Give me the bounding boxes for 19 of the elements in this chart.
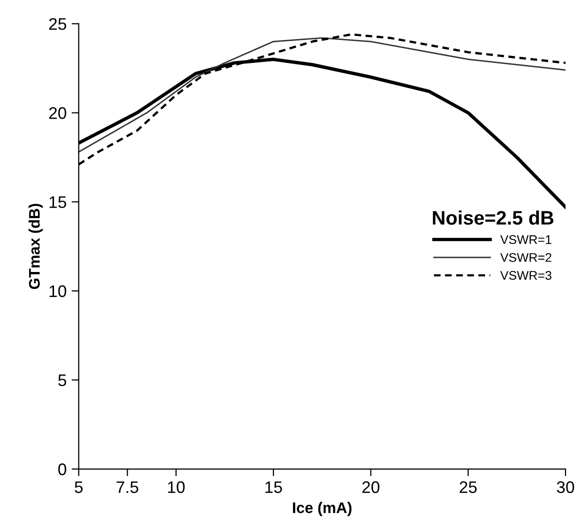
y-tick-label: 15 [50, 196, 66, 208]
y-tick-label: 0 [58, 463, 66, 476]
y-tick-label: 25 [49, 18, 66, 30]
y-tick-label: 5 [58, 374, 66, 386]
x-tick-label: 15 [265, 481, 282, 494]
legend-label: VSWR=3 [500, 270, 552, 280]
x-tick-label: 25 [460, 481, 477, 494]
legend-label: VSWR=2 [500, 253, 552, 262]
x-tick-label: 7.5 [116, 481, 138, 494]
x-tick-label: 5 [74, 481, 83, 494]
x-axis-title: Ice (mA) [292, 502, 352, 516]
y-axis-title: GTmax (dB) [28, 204, 43, 290]
x-tick-label: 30 [556, 481, 574, 494]
x-tick-label: 20 [362, 481, 380, 494]
y-tick-label: 10 [50, 285, 66, 298]
y-tick-label: 20 [49, 107, 66, 119]
legend-label: VSWR=1 [500, 235, 552, 244]
x-tick-label: 10 [168, 481, 185, 494]
legend-title: Noise=2.5 dB [432, 210, 554, 225]
